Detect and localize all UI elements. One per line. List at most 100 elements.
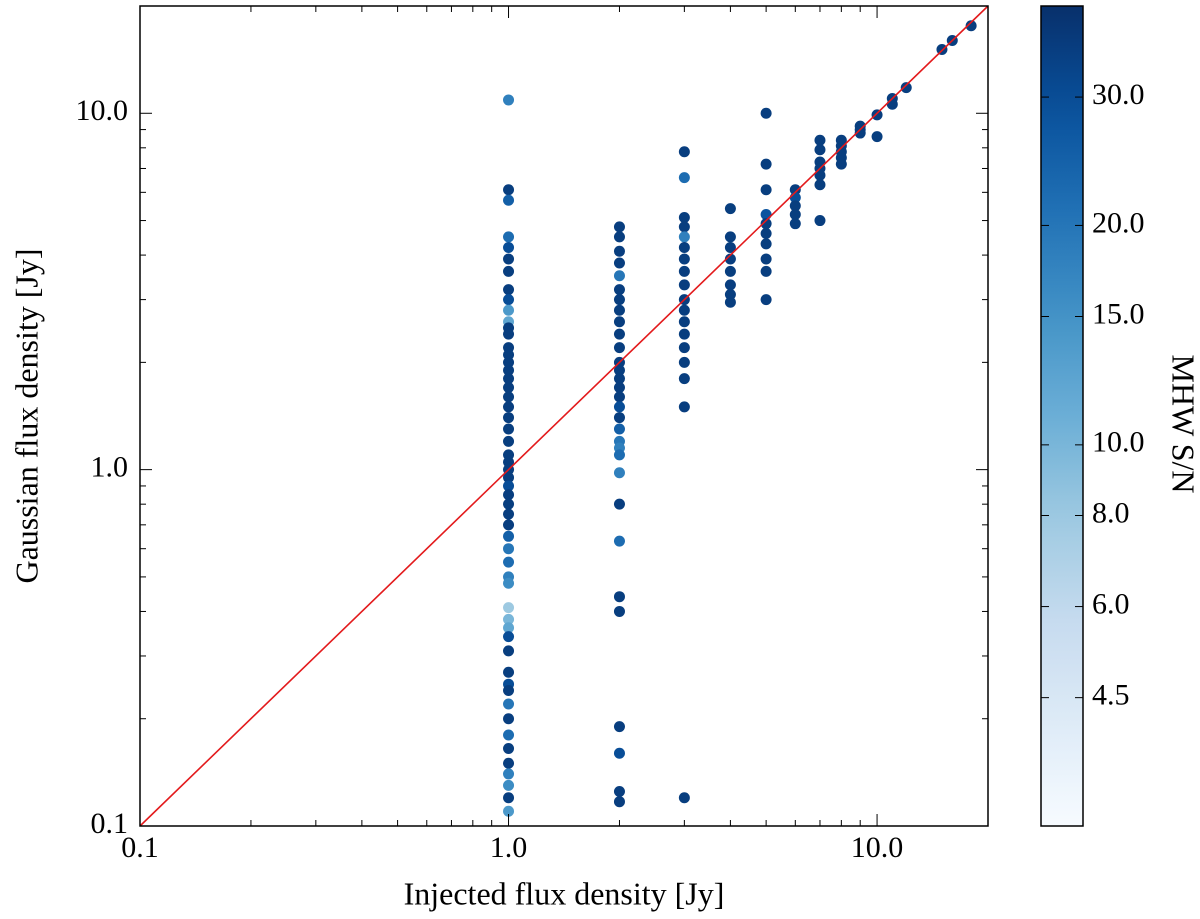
colorbar-tick-label: 30.0 — [1092, 78, 1145, 111]
data-point — [503, 412, 515, 424]
colorbar-tick-label: 20.0 — [1092, 206, 1145, 239]
data-point — [613, 245, 625, 257]
data-point — [678, 231, 690, 243]
data-point — [678, 146, 690, 158]
data-point — [760, 294, 772, 306]
data-point — [503, 480, 515, 492]
data-point — [900, 82, 912, 94]
data-point — [613, 284, 625, 296]
data-point — [678, 211, 690, 223]
data-point — [871, 109, 883, 121]
data-point — [613, 423, 625, 435]
data-point — [678, 253, 690, 265]
data-point — [503, 391, 515, 403]
data-point — [503, 349, 515, 361]
data-point — [724, 203, 736, 215]
x-axis-label: Injected flux density [Jy] — [404, 875, 725, 911]
data-point — [613, 342, 625, 354]
data-point — [613, 221, 625, 233]
data-point — [613, 796, 625, 808]
data-point — [503, 602, 515, 614]
data-point — [613, 401, 625, 413]
data-point — [503, 456, 515, 468]
data-point — [613, 294, 625, 306]
x-tick-label: 0.1 — [121, 831, 159, 864]
reference-line — [139, 5, 989, 827]
colorbar-tick-label: 6.0 — [1092, 587, 1130, 620]
data-point — [678, 279, 690, 291]
data-point — [503, 284, 515, 296]
x-tick-label: 10.0 — [851, 831, 904, 864]
colorbar-tick-label: 4.5 — [1092, 679, 1130, 712]
data-point — [613, 373, 625, 385]
data-point — [503, 768, 515, 780]
data-point — [886, 98, 898, 110]
data-point — [613, 316, 625, 328]
data-point — [503, 622, 515, 634]
data-point — [613, 231, 625, 243]
data-point — [503, 401, 515, 413]
data-point — [613, 449, 625, 461]
plot-area — [139, 5, 989, 827]
data-point — [760, 265, 772, 277]
data-point — [724, 242, 736, 254]
data-point — [760, 253, 772, 265]
data-point — [503, 423, 515, 435]
data-point — [503, 543, 515, 555]
data-point — [678, 373, 690, 385]
colorbar-label: MHW S/N — [1166, 355, 1200, 494]
colorbar — [1040, 5, 1084, 827]
data-point — [503, 508, 515, 520]
data-point — [678, 792, 690, 804]
data-point — [678, 401, 690, 413]
data-point — [613, 535, 625, 547]
data-point — [724, 289, 736, 301]
data-point — [760, 218, 772, 230]
data-point — [503, 489, 515, 501]
data-point — [613, 364, 625, 376]
data-point — [503, 577, 515, 589]
data-point — [503, 184, 515, 196]
x-tick-label: 1.0 — [490, 831, 528, 864]
data-point — [678, 242, 690, 254]
data-point — [814, 144, 826, 156]
data-point — [678, 316, 690, 328]
data-point — [613, 412, 625, 424]
data-point — [613, 304, 625, 316]
data-point — [814, 169, 826, 181]
data-point — [613, 382, 625, 394]
data-point — [503, 645, 515, 657]
data-point — [789, 184, 801, 196]
data-point — [503, 556, 515, 568]
data-point — [613, 785, 625, 797]
data-point — [678, 265, 690, 277]
data-point — [503, 242, 515, 254]
data-point — [965, 20, 977, 32]
data-point — [678, 328, 690, 340]
data-point — [613, 591, 625, 603]
data-point — [814, 134, 826, 146]
data-point — [760, 184, 772, 196]
data-point — [760, 107, 772, 119]
data-point — [613, 270, 625, 282]
data-point — [503, 530, 515, 542]
data-point — [789, 200, 801, 212]
data-point — [854, 127, 866, 139]
data-point — [503, 805, 515, 817]
y-tick-label: 1.0 — [91, 451, 129, 484]
data-point — [503, 698, 515, 710]
data-point — [503, 498, 515, 510]
data-point — [503, 304, 515, 316]
data-point — [503, 435, 515, 447]
data-point — [678, 172, 690, 184]
data-point — [613, 721, 625, 733]
data-point — [503, 519, 515, 531]
data-point — [724, 231, 736, 243]
data-point — [678, 221, 690, 233]
data-point — [724, 265, 736, 277]
data-point — [503, 792, 515, 804]
data-point — [503, 666, 515, 678]
data-point — [724, 296, 736, 308]
